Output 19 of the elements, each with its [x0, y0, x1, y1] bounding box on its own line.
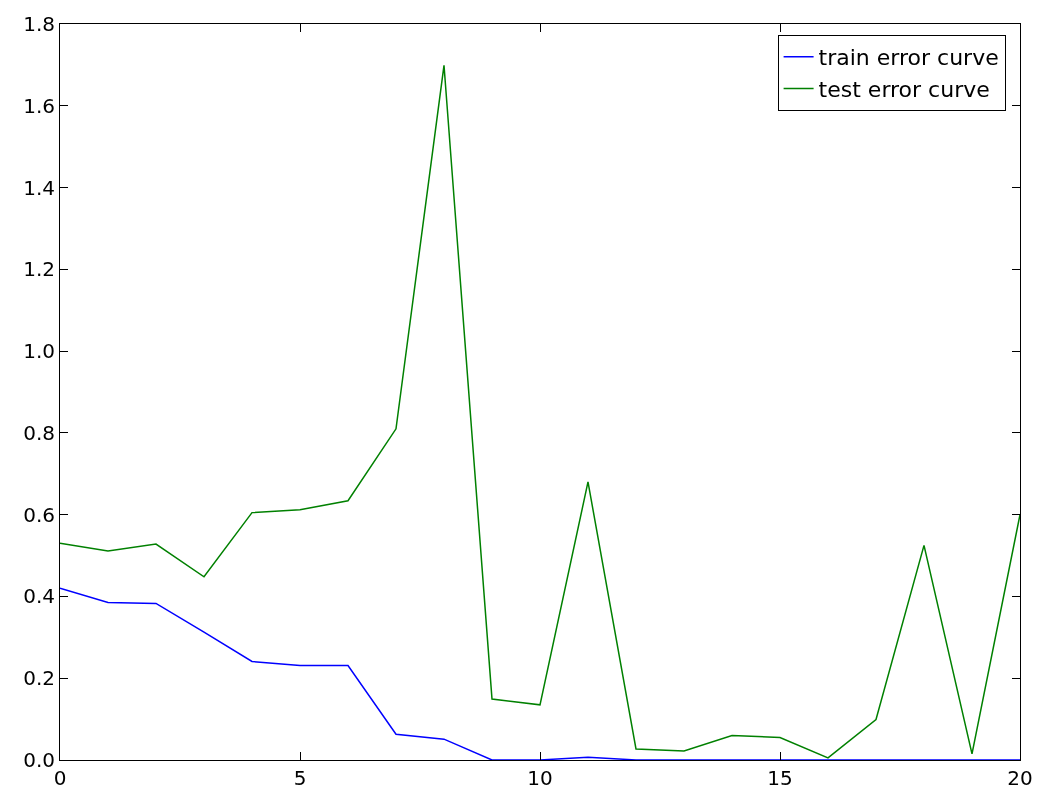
y-tick-label: 0.0: [23, 748, 55, 772]
y-tick-label: 1.2: [23, 257, 55, 282]
legend-label: train error curve: [818, 45, 999, 71]
y-tick-label: 1.0: [23, 339, 55, 364]
y-tick-label: 1.8: [23, 12, 55, 36]
y-tick-label: 0.6: [23, 502, 55, 527]
x-tick-label: 20: [1007, 766, 1033, 790]
line-series: [60, 64, 1020, 759]
y-tick-label: 0.4: [23, 584, 55, 609]
x-tick-label: 10: [527, 766, 553, 790]
y-tick-label: 1.6: [23, 93, 55, 118]
y-tick-label: 0.8: [23, 420, 55, 445]
y-tick-label: 1.4: [23, 175, 55, 200]
x-tick-label: 0: [53, 766, 67, 790]
x-tick-label: 15: [767, 766, 793, 790]
x-tick-label: 5: [293, 766, 307, 790]
line-series: [60, 587, 1020, 760]
y-tick-label: 0.2: [23, 666, 55, 691]
legend-label: test error curve: [818, 77, 990, 103]
